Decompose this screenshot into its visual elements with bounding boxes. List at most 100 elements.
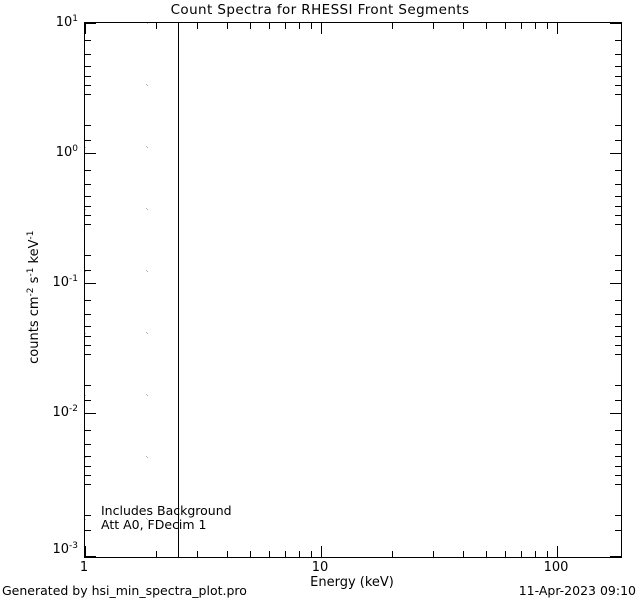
- y-tick-right-major: [610, 413, 621, 414]
- y-tick-minor: [85, 140, 91, 141]
- y-tick-minor: [85, 385, 91, 386]
- x-tick-minor: [486, 551, 487, 557]
- y-tick-minor: [85, 54, 91, 55]
- y-tick-minor: [85, 345, 91, 346]
- x-tick-major: [557, 546, 558, 557]
- x-tick-top-minor: [463, 23, 464, 29]
- y-tick-right-minor: [615, 76, 621, 77]
- y-tick-minor: [85, 66, 91, 67]
- y-tick-right-minor: [615, 66, 621, 67]
- footer-generator: Generated by hsi_min_spectra_plot.pro: [2, 583, 247, 598]
- y-tick-right-minor: [615, 385, 621, 386]
- x-tick-minor: [535, 551, 536, 557]
- x-tick-top-minor: [197, 23, 198, 29]
- x-tick-minor: [311, 551, 312, 557]
- y-tick-minor: [85, 515, 91, 516]
- annotation-includes-background: Includes Background: [101, 503, 232, 518]
- y-tick-right-minor: [615, 456, 621, 457]
- y-tick-right-major: [610, 556, 621, 557]
- y-tick-right-minor: [615, 125, 621, 126]
- x-tick-label-10: 10: [311, 560, 329, 575]
- x-tick-minor: [521, 551, 522, 557]
- y-tick-right-minor: [615, 184, 621, 185]
- y-tick-right-minor: [615, 196, 621, 197]
- y-tick-label-1e-2: 10-2: [52, 403, 78, 421]
- y-tick-minor: [85, 255, 91, 256]
- x-tick-minor: [250, 551, 251, 557]
- y-tick-label-1e-1: 10-1: [52, 273, 78, 291]
- y-tick-right-minor: [615, 484, 621, 485]
- y-tick-major: [85, 283, 96, 284]
- x-tick-minor: [505, 551, 506, 557]
- y-tick-minor: [85, 456, 91, 457]
- y-tick-right-minor: [615, 85, 621, 86]
- x-tick-top-minor: [433, 23, 434, 29]
- x-tick-top-minor: [156, 23, 157, 29]
- hatched-excluded-region: [85, 23, 179, 557]
- y-tick-minor: [85, 76, 91, 77]
- x-tick-top-minor: [392, 23, 393, 29]
- x-tick-minor: [299, 551, 300, 557]
- y-tick-right-minor: [615, 140, 621, 141]
- x-tick-top-minor: [311, 23, 312, 29]
- y-tick-major: [85, 413, 96, 414]
- x-tick-top-minor: [521, 23, 522, 29]
- y-tick-right-minor: [615, 326, 621, 327]
- y-tick-minor: [85, 430, 91, 431]
- y-tick-right-minor: [615, 430, 621, 431]
- y-tick-major: [85, 23, 96, 24]
- x-tick-minor: [392, 551, 393, 557]
- y-tick-right-minor: [615, 54, 621, 55]
- y-tick-right-minor: [615, 400, 621, 401]
- y-tick-minor: [85, 475, 91, 476]
- y-tick-minor: [85, 314, 91, 315]
- x-tick-minor: [463, 551, 464, 557]
- y-tick-minor: [85, 196, 91, 197]
- y-tick-minor: [85, 125, 91, 126]
- x-tick-top-minor: [535, 23, 536, 29]
- x-tick-top-minor: [269, 23, 270, 29]
- y-tick-minor: [85, 336, 91, 337]
- footer-timestamp: 11-Apr-2023 09:10: [518, 583, 636, 598]
- x-tick-top-major: [321, 23, 322, 34]
- y-tick-right-minor: [615, 336, 621, 337]
- y-tick-right-minor: [615, 314, 621, 315]
- x-tick-top-major: [557, 23, 558, 34]
- x-tick-top-minor: [547, 23, 548, 29]
- y-tick-label-1e-3: 10-3: [52, 540, 78, 558]
- y-tick-minor: [85, 184, 91, 185]
- y-axis-title: counts cm-2 s-1 keV-1: [25, 230, 43, 364]
- y-tick-right-major: [610, 23, 621, 24]
- y-tick-minor: [85, 40, 91, 41]
- y-tick-label-1e1: 101: [55, 13, 78, 31]
- x-tick-minor: [227, 551, 228, 557]
- page-title: Count Spectra for RHESSI Front Segments: [170, 2, 470, 18]
- y-tick-right-minor: [615, 206, 621, 207]
- annotation-attenuator-state: Att A0, FDecim 1: [101, 517, 207, 532]
- x-tick-top-minor: [486, 23, 487, 29]
- y-tick-right-minor: [615, 40, 621, 41]
- x-tick-minor: [433, 551, 434, 557]
- y-tick-right-major: [610, 153, 621, 154]
- y-tick-minor: [85, 400, 91, 401]
- y-tick-minor: [85, 444, 91, 445]
- y-tick-right-minor: [615, 444, 621, 445]
- y-tick-minor: [85, 206, 91, 207]
- x-tick-label-100: 100: [543, 560, 569, 575]
- y-tick-right-minor: [615, 224, 621, 225]
- y-tick-right-minor: [615, 530, 621, 531]
- y-tick-right-minor: [615, 94, 621, 95]
- x-axis-title: Energy (keV): [310, 575, 394, 590]
- y-tick-right-minor: [615, 270, 621, 271]
- y-tick-right-minor: [615, 354, 621, 355]
- x-tick-minor: [547, 551, 548, 557]
- x-tick-major: [85, 546, 86, 557]
- y-tick-right-minor: [615, 300, 621, 301]
- y-tick-minor: [85, 215, 91, 216]
- plot-area[interactable]: Includes Background Att A0, FDecim 1: [84, 22, 622, 558]
- x-tick-label-1: 1: [79, 560, 89, 575]
- plot-canvas: Includes Background Att A0, FDecim 1: [85, 23, 621, 557]
- x-tick-top-minor: [505, 23, 506, 29]
- y-tick-right-minor: [615, 170, 621, 171]
- y-tick-right-major: [610, 283, 621, 284]
